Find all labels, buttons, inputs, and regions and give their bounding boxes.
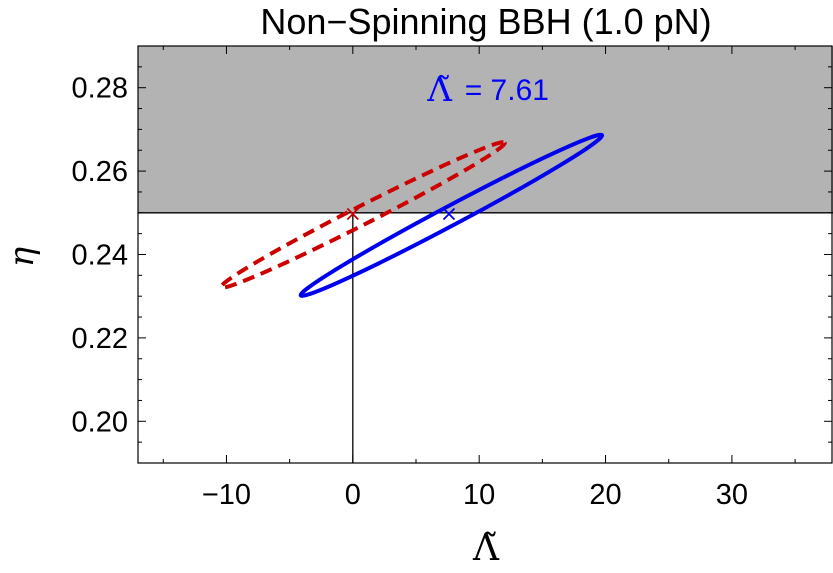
- series-2-marker: [442, 207, 456, 221]
- plot-area: −10 0 10 20 30 0.20 0.22 0.24 0.26 0.28 Λ̃ = 7.61: [72, 45, 833, 511]
- series-1-ellipse: [219, 140, 507, 290]
- y-axis-label: η: [2, 246, 42, 267]
- annotation-symbol: Λ̃: [426, 70, 452, 110]
- y-tick-label: 0.24: [72, 240, 128, 272]
- y-tick-label: 0.26: [72, 156, 128, 188]
- series-2-ellipse: [298, 132, 605, 298]
- y-tick-label: 0.28: [72, 73, 128, 105]
- chart-title: Non−Spinning BBH (1.0 pN): [260, 1, 711, 42]
- x-axis-label: Λ̃: [472, 528, 500, 569]
- x-tick-label: 0: [345, 479, 361, 511]
- x-tick-label: −10: [202, 479, 251, 511]
- x-tick-label: 10: [463, 479, 495, 511]
- x-tick-label: 20: [589, 479, 621, 511]
- x-tick-label: 30: [716, 479, 748, 511]
- y-tick-label: 0.22: [72, 323, 128, 355]
- series-1-marker: [346, 207, 359, 221]
- y-tick-label: 0.20: [72, 406, 128, 438]
- annotation-value: = 7.61: [465, 74, 549, 107]
